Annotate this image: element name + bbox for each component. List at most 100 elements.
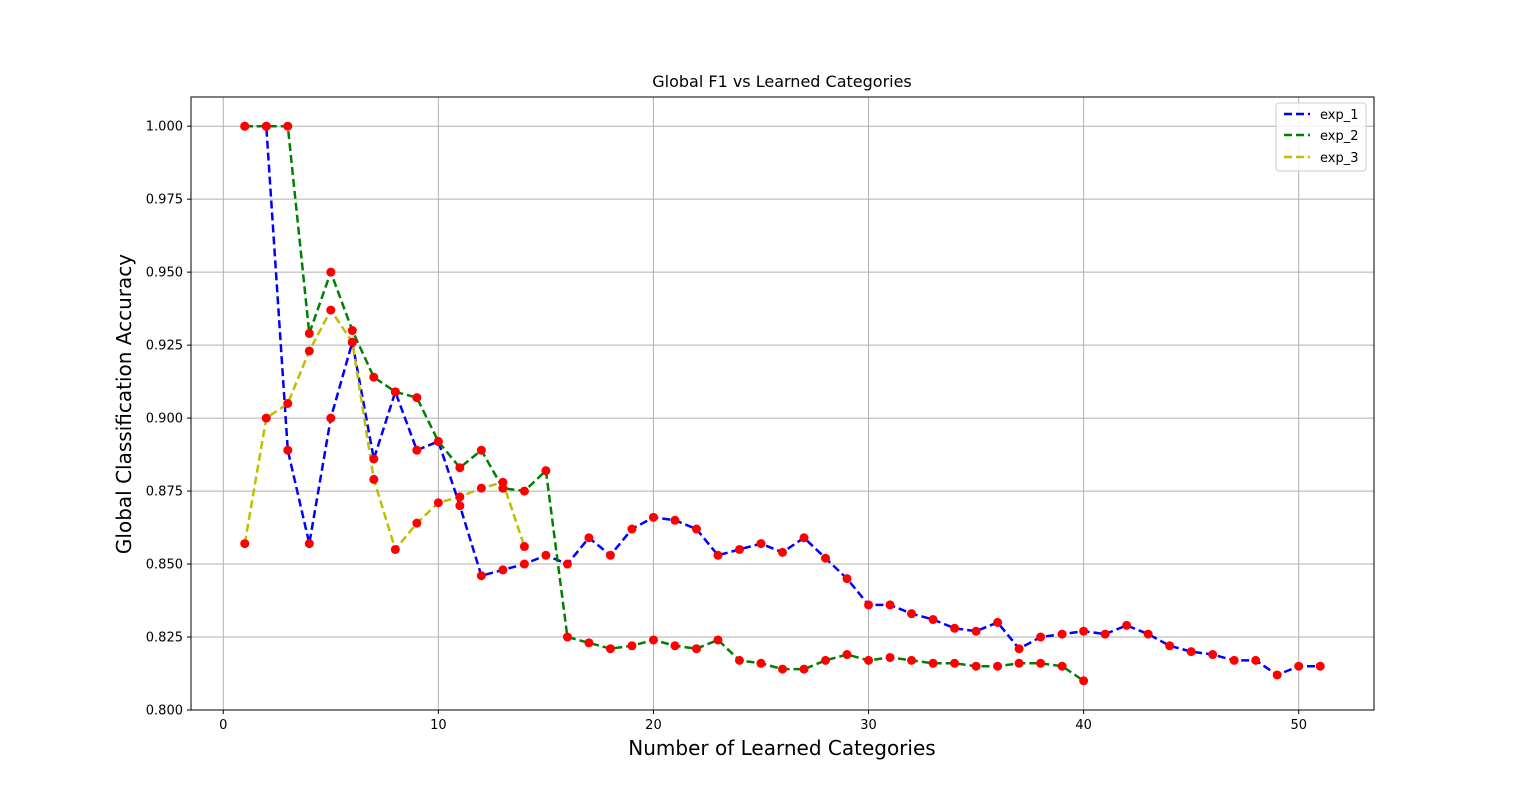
data-point-exp-1	[950, 623, 960, 633]
data-point-exp-1	[562, 559, 572, 569]
y-tick-label: 0.975	[146, 193, 183, 208]
x-axis-title: Number of Learned Categories	[628, 736, 935, 760]
data-point-exp-1	[1100, 629, 1110, 639]
series-line-exp-2	[244, 124, 1085, 682]
data-point-exp-1	[713, 550, 723, 560]
x-tick-label: 20	[645, 718, 662, 733]
x-tick-label: 40	[1075, 718, 1092, 733]
y-tick-label: 1.000	[146, 120, 183, 135]
data-point-exp-1	[326, 413, 336, 423]
data-point-exp-1	[1143, 629, 1153, 639]
data-point-exp-3	[390, 544, 400, 554]
data-point-exp-1	[627, 524, 637, 534]
data-point-exp-2	[885, 652, 895, 662]
data-point-exp-1	[1251, 655, 1261, 665]
x-tick-label: 30	[860, 718, 877, 733]
data-point-exp-2	[390, 387, 400, 397]
data-point-exp-1	[1208, 650, 1218, 660]
data-point-exp-3	[455, 492, 465, 502]
data-point-exp-1	[691, 524, 701, 534]
data-point-exp-3	[326, 305, 336, 315]
data-point-exp-1	[907, 609, 917, 619]
data-point-exp-1	[455, 501, 465, 511]
data-point-exp-3	[283, 399, 293, 408]
y-tick-label: 0.900	[146, 412, 183, 427]
data-point-exp-3	[433, 498, 443, 508]
data-point-exp-1	[1122, 620, 1132, 630]
data-point-exp-3	[304, 346, 314, 356]
data-point-exp-1	[1036, 632, 1046, 642]
y-tick-label: 0.800	[146, 704, 183, 719]
legend: exp_1 exp_2 exp_3	[1275, 102, 1367, 172]
data-point-exp-2	[993, 661, 1003, 671]
data-point-exp-2	[864, 655, 874, 665]
data-point-exp-3	[240, 539, 250, 549]
data-point-exp-2	[541, 466, 551, 476]
data-point-exp-3	[498, 477, 508, 487]
data-point-exp-1	[605, 550, 615, 560]
data-point-exp-2	[756, 658, 766, 668]
x-tick-label: 50	[1290, 718, 1307, 733]
data-point-exp-1	[1272, 670, 1282, 680]
y-tick-label: 0.950	[146, 266, 183, 281]
data-point-exp-2	[691, 644, 701, 654]
data-point-exp-2	[1014, 658, 1024, 668]
y-tick-label: 0.875	[146, 485, 183, 500]
data-point-exp-1	[842, 574, 852, 584]
data-point-exp-3	[261, 413, 271, 423]
data-point-exp-3	[519, 542, 529, 552]
data-point-exp-2	[369, 372, 379, 382]
y-tick-label: 0.825	[146, 631, 183, 646]
data-point-exp-1	[821, 553, 831, 563]
legend-label-exp-2: exp_2	[1320, 129, 1359, 144]
data-point-exp-1	[799, 533, 809, 543]
data-point-exp-1	[1165, 641, 1175, 651]
data-point-exp-2	[1036, 658, 1046, 668]
data-point-exp-3	[347, 337, 357, 347]
data-point-exp-3	[476, 483, 486, 493]
data-point-exp-2	[1057, 661, 1067, 671]
data-point-exp-1	[885, 600, 895, 610]
legend-entry-exp-2: exp_2	[1284, 129, 1359, 144]
data-point-exp-3	[369, 474, 379, 484]
data-point-exp-2	[1079, 676, 1089, 686]
data-point-exp-2	[412, 393, 422, 403]
data-point-exp-1	[778, 547, 787, 557]
data-point-exp-2	[627, 641, 637, 651]
data-point-exp-2	[670, 641, 680, 651]
data-point-exp-1	[971, 626, 981, 636]
data-point-exp-1	[670, 515, 680, 525]
data-point-exp-2	[821, 655, 831, 665]
data-point-exp-2	[326, 267, 336, 277]
y-tick-label: 0.850	[146, 558, 183, 573]
legend-label-exp-3: exp_3	[1320, 151, 1359, 166]
y-axis-title: Global Classification Accuracy	[112, 254, 136, 554]
data-point-exp-2	[605, 644, 615, 654]
chart-title: Global F1 vs Learned Categories	[652, 72, 912, 91]
data-point-exp-1	[1014, 644, 1024, 654]
data-point-exp-1	[648, 512, 658, 522]
data-point-exp-1	[1057, 629, 1067, 639]
data-point-exp-2	[283, 121, 293, 131]
data-point-exp-1	[1229, 655, 1239, 665]
axis-ticks: 0 10 20 30 40 50 0.800 0.825 0.850 0.875 0.900 0.92…	[146, 120, 1307, 733]
data-point-exp-1	[756, 539, 766, 549]
data-point-exp-2	[713, 635, 723, 645]
data-point-exp-2	[455, 463, 465, 473]
legend-entry-exp-3: exp_3	[1284, 151, 1359, 166]
x-tick-label: 10	[430, 718, 447, 733]
data-point-exp-2	[519, 486, 529, 496]
legend-box	[1275, 102, 1367, 172]
data-point-exp-2	[928, 658, 938, 668]
data-point-exp-1	[1079, 626, 1089, 636]
x-tick-label: 0	[219, 718, 227, 733]
y-tick-label: 0.925	[146, 339, 183, 354]
data-point-exp-1	[734, 544, 744, 554]
data-markers	[240, 121, 1325, 686]
legend-label-exp-1: exp_1	[1320, 108, 1359, 123]
plot-frame	[190, 96, 1375, 711]
data-point-exp-3	[412, 518, 422, 528]
data-point-exp-1	[283, 445, 293, 455]
data-point-exp-1	[304, 539, 314, 549]
